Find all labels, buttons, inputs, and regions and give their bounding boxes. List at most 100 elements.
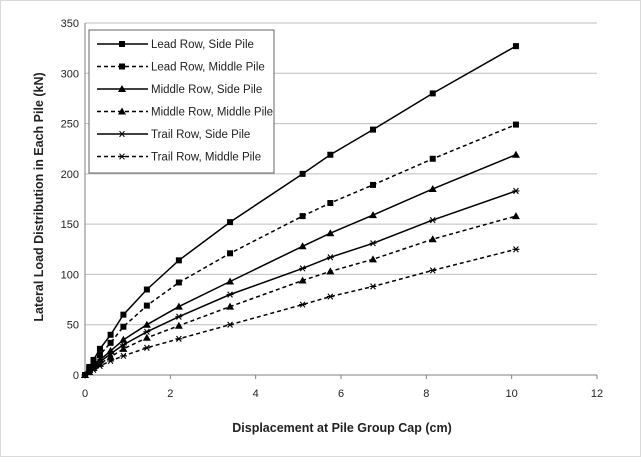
data-point-marker (142, 320, 151, 328)
x-axis-title: Displacement at Pile Group Cap (cm) (232, 421, 452, 435)
data-point-marker (96, 351, 103, 358)
series-line (84, 248, 517, 376)
data-point-marker (429, 155, 436, 162)
data-point-marker (174, 302, 183, 310)
x-tick-label: 8 (423, 388, 429, 400)
x-tick-label: 2 (167, 388, 173, 400)
series-lines (81, 43, 520, 379)
data-point-marker (511, 212, 520, 220)
data-point-marker (143, 286, 150, 293)
data-point-marker (227, 219, 234, 226)
data-point-marker (369, 283, 377, 290)
legend-marker (119, 63, 125, 70)
data-point-marker (226, 277, 235, 285)
legend-marker (118, 107, 126, 115)
x-tick-label: 10 (506, 388, 518, 400)
legend-label: Trail Row, Middle Pile (151, 152, 261, 164)
data-point-marker (429, 267, 437, 274)
legend-marker (118, 153, 126, 160)
data-point-marker (369, 211, 377, 219)
data-point-marker (512, 121, 519, 128)
data-point-marker (429, 216, 437, 224)
legend-marker (118, 130, 126, 138)
data-point-marker (142, 333, 151, 341)
data-point-marker (511, 150, 520, 158)
legend-label: Lead Row, Side Pile (151, 39, 254, 51)
data-point-marker (107, 331, 114, 338)
data-point-marker (326, 254, 334, 261)
data-point-marker (512, 187, 520, 195)
data-point-marker (369, 240, 377, 247)
data-point-marker (428, 235, 437, 243)
legend-label: Middle Row, Side Pile (151, 84, 262, 96)
data-point-marker (175, 257, 182, 264)
data-point-marker (120, 311, 127, 318)
x-tick-label: 0 (82, 388, 88, 400)
data-point-marker (299, 265, 307, 272)
data-point-marker (298, 276, 307, 284)
series-6 (81, 246, 520, 379)
legend-label: Middle Row, Middle Pile (151, 107, 273, 119)
legend-entry: Lead Row, Side Pile (97, 39, 254, 51)
y-tick-label: 350 (61, 18, 79, 30)
data-point-marker (226, 321, 234, 328)
data-point-marker (227, 250, 234, 257)
data-point-marker (120, 323, 127, 330)
data-point-marker (299, 170, 306, 177)
data-point-marker (369, 255, 377, 263)
data-point-marker (119, 344, 128, 352)
data-point-marker (370, 126, 376, 133)
axes: 0 50 100 150 200 250 300 350 0 2 4 6 8 10 12 (61, 18, 603, 400)
x-tick-label: 4 (253, 388, 259, 400)
data-point-marker (226, 291, 234, 298)
x-tick-label: 12 (591, 388, 603, 400)
data-point-marker (326, 267, 335, 275)
legend-entry: Middle Row, Middle Pile (97, 107, 273, 119)
data-point-marker (327, 200, 334, 207)
legend-entry: Middle Row, Side Pile (97, 84, 262, 96)
data-point-marker (512, 246, 520, 253)
data-point-marker (107, 339, 114, 346)
y-tick-label: 300 (61, 68, 79, 80)
y-tick-label: 250 (61, 119, 79, 131)
data-point-marker (370, 181, 376, 188)
data-point-marker (428, 184, 437, 192)
data-point-marker (326, 293, 334, 300)
data-point-marker (143, 302, 150, 309)
series-line (84, 215, 517, 376)
data-point-marker (107, 350, 115, 358)
data-point-marker (299, 213, 306, 220)
legend-entry: Trail Row, Side Pile (97, 129, 250, 141)
legend-marker (118, 85, 126, 92)
data-point-marker (326, 229, 335, 237)
series-5 (81, 187, 520, 379)
data-point-marker (175, 313, 183, 320)
data-point-marker (175, 279, 182, 286)
y-tick-label: 0 (73, 370, 79, 382)
data-point-marker (429, 90, 436, 97)
data-point-marker (226, 302, 235, 310)
data-point-marker (119, 341, 127, 348)
data-point-marker (175, 335, 183, 342)
data-point-marker (299, 301, 307, 308)
y-tick-label: 50 (67, 320, 79, 332)
legend-label: Trail Row, Side Pile (151, 129, 250, 141)
legend: Lead Row, Side Pile Lead Row, Middle Pile… (88, 29, 275, 174)
y-tick-label: 150 (61, 219, 79, 231)
data-point-marker (107, 357, 115, 365)
data-point-marker (119, 352, 127, 360)
y-tick-label: 100 (61, 269, 79, 281)
legend-entry: Trail Row, Middle Pile (97, 152, 261, 164)
y-axis-title: Lateral Load Distribution in Each Pile (… (32, 72, 46, 321)
data-point-marker (96, 362, 104, 370)
data-point-marker (143, 344, 151, 352)
legend-label: Lead Row, Middle Pile (151, 62, 265, 74)
data-point-marker (174, 321, 183, 329)
data-point-marker (143, 328, 151, 335)
data-point-marker (298, 242, 307, 250)
legend-marker (119, 41, 125, 47)
data-point-marker (90, 356, 97, 363)
data-point-marker (95, 359, 104, 367)
